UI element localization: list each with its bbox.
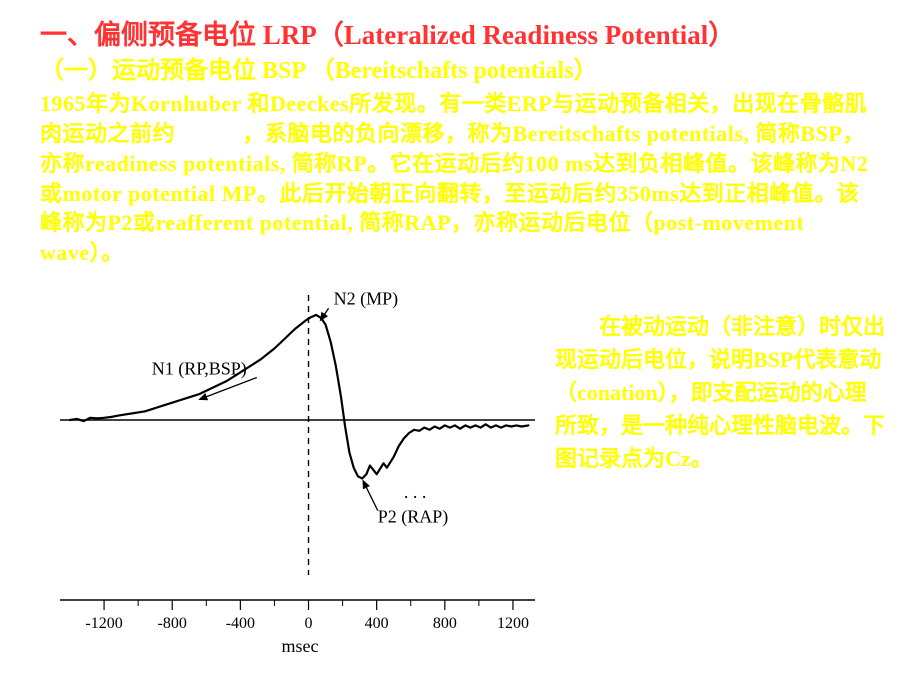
side-note: 在被动运动（非注意）时仅出现运动后电位，说明BSP代表意动（conation），… bbox=[555, 310, 885, 475]
erp-waveform-chart: -1200 -800 -400 0 400 800 1200 msec N1 (RP,BSP) N… bbox=[40, 280, 540, 670]
svg-text:-800: -800 bbox=[158, 615, 187, 632]
svg-text:-1200: -1200 bbox=[85, 615, 122, 632]
svg-text:400: 400 bbox=[365, 615, 389, 632]
svg-text:N2 (MP): N2 (MP) bbox=[334, 288, 399, 309]
heading-lrp: 一、偏侧预备电位 LRP（Lateralized Readiness Poten… bbox=[40, 18, 880, 53]
svg-text:msec: msec bbox=[282, 636, 319, 656]
body-paragraph: 1965年为Kornhuber 和Deeckes所发现。有一类ERP与运动预备相… bbox=[40, 89, 880, 267]
svg-text:. . .: . . . bbox=[404, 482, 427, 502]
subheading-bsp: （一）运动预备电位 BSP （Bereitschafts potentials） bbox=[40, 55, 880, 87]
svg-text:1200: 1200 bbox=[497, 615, 529, 632]
svg-text:800: 800 bbox=[433, 615, 457, 632]
svg-text:N1 (RP,BSP): N1 (RP,BSP) bbox=[152, 359, 247, 380]
side-note-text: 在被动运动（非注意）时仅出现运动后电位，说明BSP代表意动（conation），… bbox=[555, 310, 885, 475]
svg-text:P2 (RAP): P2 (RAP) bbox=[378, 507, 449, 528]
svg-text:-400: -400 bbox=[226, 615, 255, 632]
svg-text:0: 0 bbox=[305, 615, 313, 632]
